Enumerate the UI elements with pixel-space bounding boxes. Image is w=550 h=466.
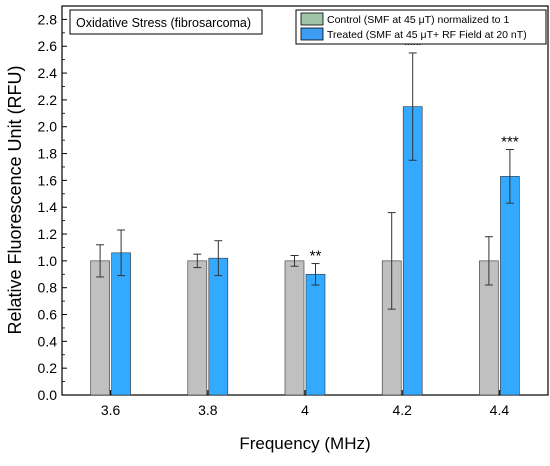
y-tick-label: 2.0 [38, 119, 58, 135]
y-tick-label: 0.4 [38, 333, 58, 349]
y-tick-label: 2.4 [38, 65, 58, 81]
x-tick-label: 3.6 [101, 402, 121, 418]
y-tick-label: 1.8 [38, 146, 58, 162]
x-tick-label: 3.8 [198, 402, 218, 418]
bars [90, 52, 520, 396]
y-tick-label: 1.4 [38, 199, 58, 215]
x-axis: 3.6 3.8 4 4.2 4.4 [101, 390, 509, 418]
x-tick-label: 4.4 [490, 402, 510, 418]
legend: Control (SMF at 45 μT) normalized to 1 T… [295, 9, 547, 45]
bar-control [284, 260, 305, 396]
x-tick-label: 4 [301, 402, 309, 418]
x-tick-label: 4.2 [392, 402, 412, 418]
y-tick-label: 0.6 [38, 307, 58, 323]
y-tick-label: 1.2 [38, 226, 58, 242]
legend-label-treated: Treated (SMF at 45 μT+ RF Field at 20 nT… [327, 29, 527, 41]
bar-control [187, 260, 208, 396]
y-tick-label: 0.2 [38, 360, 58, 376]
bar-treated [305, 273, 326, 396]
bar-treated [500, 176, 520, 396]
y-tick-label: 0.0 [38, 387, 58, 403]
y-tick-label: 1.6 [38, 172, 58, 188]
x-axis-label: Frequency (MHz) [239, 434, 370, 453]
plot-area-frame [61, 5, 549, 396]
y-tick-label: 2.2 [38, 92, 58, 108]
legend-swatch-treated [300, 27, 324, 41]
y-axis: 0.0 0.2 0.4 0.6 0.8 1.0 1.2 1.4 1.6 1.8 2.0 2.2 2.4 2… [38, 11, 67, 403]
y-axis-label: Relative Fluorescence Unit (RFU) [5, 65, 25, 334]
y-tick-label: 1.0 [38, 253, 58, 269]
significance-marker: *** [501, 134, 519, 151]
significance-marker: ** [310, 248, 322, 265]
bar-treated [208, 257, 229, 396]
bar-control [90, 260, 110, 396]
chart-title: Oxidative Stress (fibrosarcoma) [76, 16, 251, 30]
y-tick-label: 0.8 [38, 280, 58, 296]
y-tick-label: 2.8 [38, 11, 58, 27]
y-tick-label: 2.6 [38, 38, 58, 54]
legend-swatch-control [300, 12, 324, 26]
legend-label-control: Control (SMF at 45 μT) normalized to 1 [327, 14, 509, 26]
chart-title-box: Oxidative Stress (fibrosarcoma) [69, 9, 263, 35]
